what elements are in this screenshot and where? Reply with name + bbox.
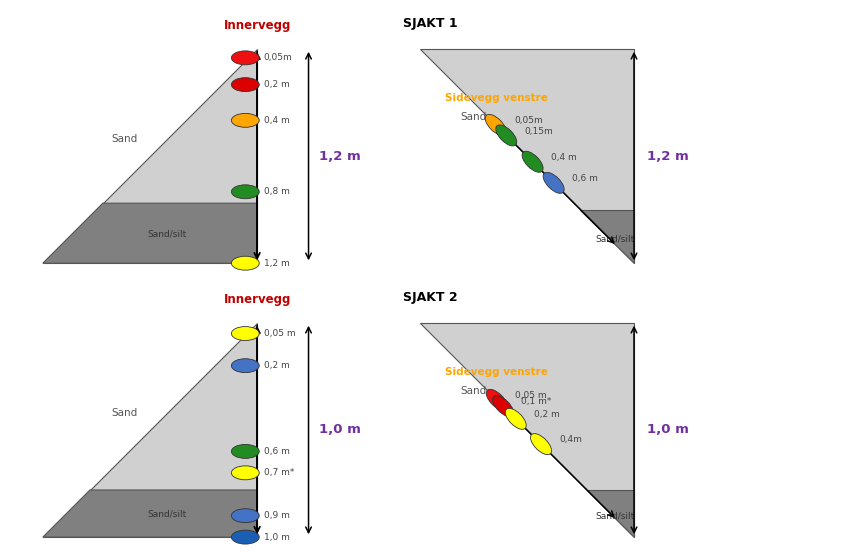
Ellipse shape [231,78,259,92]
Text: 1,2 m: 1,2 m [263,259,290,268]
Text: 0,1 m*: 0,1 m* [521,397,551,406]
Ellipse shape [231,113,259,127]
Ellipse shape [522,151,543,172]
Text: Sand/silt: Sand/silt [147,230,186,239]
Text: Sand: Sand [460,386,486,396]
Text: 0,4 m: 0,4 m [263,116,290,125]
Text: 1,2 m: 1,2 m [319,150,361,163]
Text: 0,8 m: 0,8 m [263,187,290,196]
Ellipse shape [231,256,259,270]
Text: 0,05 m: 0,05 m [515,391,546,400]
Ellipse shape [231,359,259,373]
Ellipse shape [231,509,259,523]
Ellipse shape [231,51,259,65]
Ellipse shape [485,115,507,135]
Ellipse shape [530,434,551,454]
Text: Sand/silt: Sand/silt [595,511,634,520]
Text: 0,9 m: 0,9 m [263,511,290,520]
Ellipse shape [495,125,517,146]
Polygon shape [43,203,257,263]
Text: 0,15m: 0,15m [524,127,553,136]
Text: 0,2 m: 0,2 m [534,410,560,419]
Text: Sand: Sand [111,408,137,418]
Text: 1,0 m: 1,0 m [263,533,290,542]
Text: 0,4 m: 0,4 m [551,153,577,162]
Text: SJAKT 2: SJAKT 2 [402,291,457,304]
Ellipse shape [493,396,513,416]
Text: 0,05m: 0,05m [514,116,543,125]
Polygon shape [587,490,634,537]
Text: Innervegg: Innervegg [224,19,291,32]
Text: Sidevegg venstre: Sidevegg venstre [446,93,548,103]
Text: Sand: Sand [460,112,486,122]
Text: 1,0 m: 1,0 m [319,424,361,437]
Text: Sand/silt: Sand/silt [595,235,634,244]
Polygon shape [420,323,634,537]
Text: 0,2 m: 0,2 m [263,80,290,89]
Ellipse shape [231,185,259,199]
Text: 0,7 m*: 0,7 m* [263,468,294,477]
Text: Innervegg: Innervegg [224,293,291,306]
Text: 0,05 m: 0,05 m [263,329,295,338]
Text: SJAKT 1: SJAKT 1 [402,17,457,30]
Polygon shape [43,323,257,537]
Text: 1,2 m: 1,2 m [647,150,689,163]
Polygon shape [580,210,634,263]
Text: 0,6 m: 0,6 m [572,174,598,183]
Text: Sand/silt: Sand/silt [147,510,186,519]
Text: Sand: Sand [111,134,137,144]
Polygon shape [43,490,257,537]
Ellipse shape [543,172,564,193]
Text: 0,2 m: 0,2 m [263,361,290,370]
Ellipse shape [231,444,259,458]
Ellipse shape [486,390,507,410]
Ellipse shape [231,530,259,544]
Text: 1,0 m: 1,0 m [647,424,689,437]
Ellipse shape [231,326,259,340]
Text: 0,05m: 0,05m [263,53,292,63]
Text: Sidevegg venstre: Sidevegg venstre [446,367,548,377]
Polygon shape [420,49,634,263]
Ellipse shape [505,408,526,429]
Polygon shape [43,49,257,263]
Ellipse shape [231,466,259,480]
Text: 0,6 m: 0,6 m [263,447,290,456]
Text: 0,4m: 0,4m [559,435,582,444]
